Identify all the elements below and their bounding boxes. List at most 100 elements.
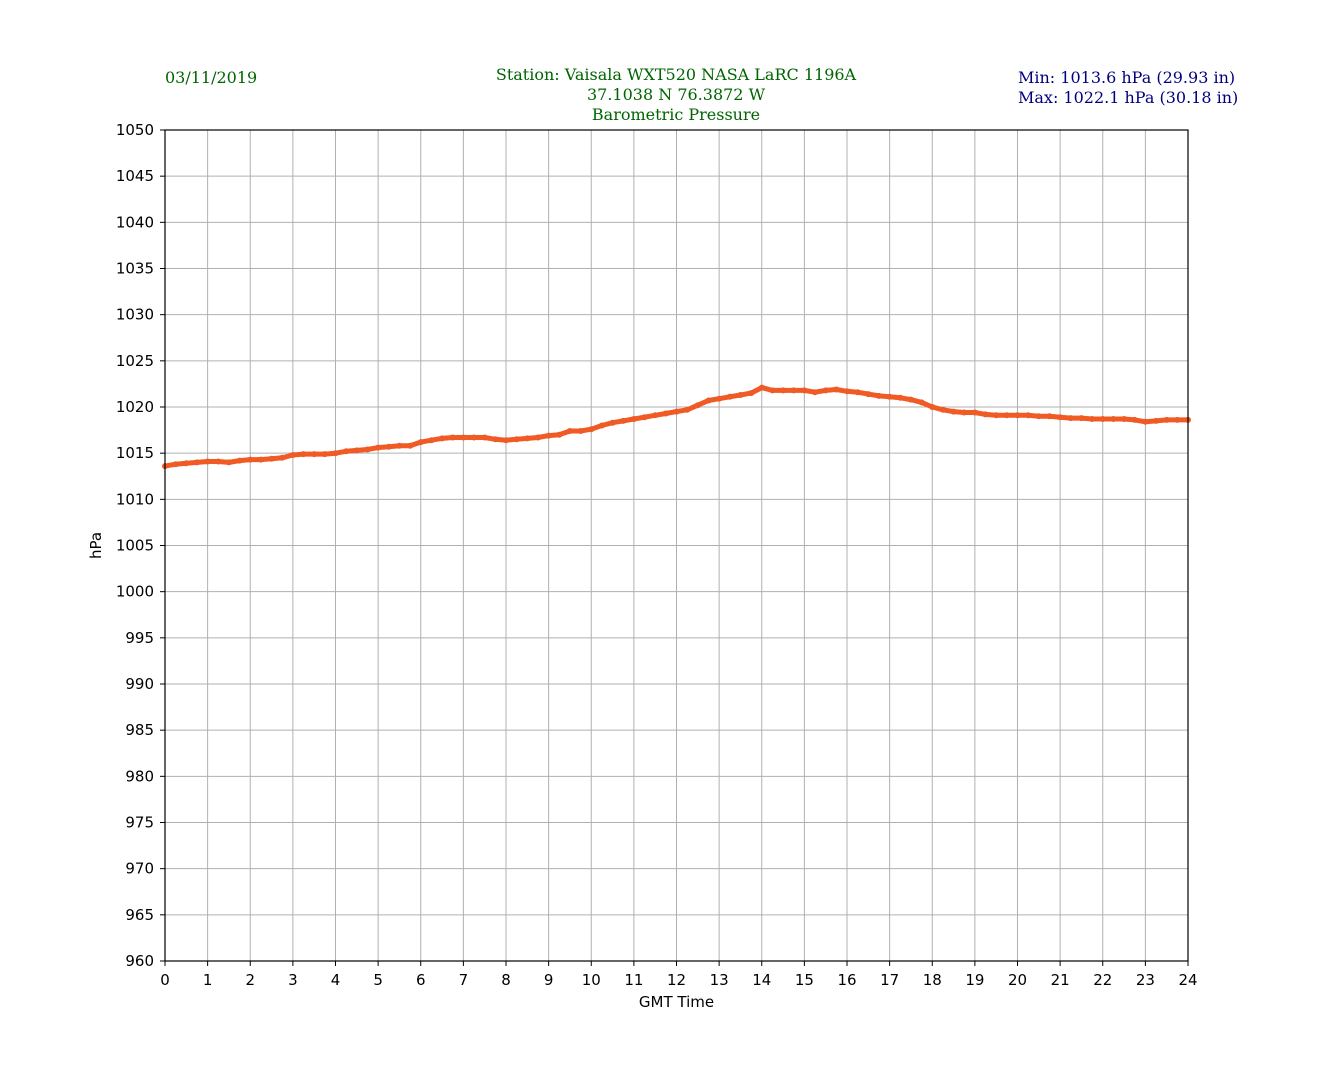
pressure-data-point [886, 393, 893, 400]
pressure-data-point [1153, 417, 1159, 424]
x-tick-label: 11 [624, 971, 643, 989]
date-label: 03/11/2019 [165, 68, 258, 87]
x-tick-label: 23 [1136, 971, 1155, 989]
station-line: Station: Vaisala WXT520 NASA LaRC 1196A [495, 65, 857, 84]
pressure-data-point [833, 386, 840, 393]
pressure-data-point [257, 456, 264, 463]
x-tick-label: 10 [582, 971, 601, 989]
pressure-data-point [225, 459, 232, 466]
pressure-data-point [854, 389, 861, 396]
y-tick-label: 990 [125, 675, 154, 693]
pressure-data-point [471, 434, 477, 441]
pressure-data-point [897, 394, 904, 401]
max-line: Max: 1022.1 hPa (30.18 in) [1018, 88, 1239, 107]
pressure-data-point [609, 419, 616, 426]
chart-title-block: Station: Vaisala WXT520 NASA LaRC 1196A … [376, 65, 976, 125]
pressure-data-point [172, 461, 179, 468]
y-tick-label: 1005 [116, 537, 154, 555]
x-tick-label: 24 [1178, 971, 1197, 989]
y-tick-label: 1020 [116, 398, 154, 416]
pressure-data-point [268, 455, 275, 462]
min-max-block: Min: 1013.6 hPa (29.93 in) Max: 1022.1 h… [1018, 68, 1238, 108]
pressure-data-point [918, 399, 925, 406]
x-tick-label: 8 [501, 971, 511, 989]
x-axis-ticks: 0 1 2 3 4 5 6 7 8 9 10 11 12 13 14 15 16 17 18 19 20 21 22 23 24 [160, 961, 1198, 989]
pressure-data-point [705, 397, 712, 404]
x-tick-label: 1 [203, 971, 213, 989]
x-tick-label: 5 [373, 971, 383, 989]
pressure-data-point [694, 402, 701, 409]
x-tick-label: 9 [544, 971, 554, 989]
y-tick-label: 960 [125, 952, 154, 970]
pressure-data-point [577, 428, 584, 434]
grid-lines [164, 129, 1189, 962]
x-tick-label: 0 [160, 971, 170, 989]
x-tick-label: 17 [880, 971, 899, 989]
pressure-data-point [247, 456, 254, 463]
pressure-data-point [417, 439, 424, 446]
series-layer [162, 384, 1191, 470]
x-tick-label: 4 [331, 971, 341, 989]
x-tick-label: 16 [837, 971, 856, 989]
pressure-data-point [460, 434, 467, 441]
x-axis-label: GMT Time [639, 993, 714, 1011]
x-tick-label: 20 [1008, 971, 1027, 989]
pressure-data-point [876, 392, 882, 399]
x-tick-label: 19 [965, 971, 984, 989]
pressure-data-point [194, 459, 200, 466]
y-tick-label: 970 [125, 860, 154, 878]
pressure-data-point [396, 442, 403, 449]
pressure-data-point [971, 409, 978, 416]
pressure-data-point [343, 448, 350, 455]
pressure-data-point [545, 432, 552, 439]
pressure-data-point [993, 412, 1000, 419]
pressure-data-point [812, 389, 818, 396]
pressure-data-point [481, 434, 488, 441]
chart-title: Barometric Pressure [591, 105, 761, 124]
pressure-data-point [1078, 415, 1085, 422]
x-tick-label: 18 [923, 971, 942, 989]
pressure-data-point [1025, 412, 1032, 419]
y-tick-label: 1045 [116, 167, 154, 185]
y-tick-label: 1050 [116, 121, 154, 139]
pressure-data-point [620, 417, 627, 424]
x-tick-label: 13 [710, 971, 729, 989]
pressure-data-point [503, 437, 509, 444]
pressure-data-point [662, 410, 669, 417]
pressure-data-point [737, 392, 744, 398]
pressure-data-point [311, 451, 318, 458]
pressure-data-point [801, 387, 808, 394]
pressure-data-point [332, 450, 339, 457]
pressure-data-point [1057, 414, 1064, 421]
pressure-data-point [492, 436, 499, 443]
pressure-data-point [684, 406, 691, 413]
pressure-data-point [1142, 418, 1149, 425]
pressure-data-point [907, 396, 914, 403]
pressure-data-point [556, 431, 563, 438]
pressure-data-point [588, 426, 595, 433]
pressure-data-point [822, 387, 829, 394]
x-tick-label: 2 [245, 971, 255, 989]
pressure-data-point [1089, 416, 1096, 422]
pressure-data-point [1110, 416, 1117, 422]
pressure-data-point [1163, 416, 1170, 423]
x-tick-label: 14 [752, 971, 771, 989]
min-line: Min: 1013.6 hPa (29.93 in) [1018, 68, 1236, 87]
pressure-data-point [566, 428, 573, 434]
x-tick-label: 21 [1051, 971, 1070, 989]
pressure-data-point [598, 422, 605, 429]
pressure-data-point [439, 435, 446, 442]
pressure-data-point [748, 390, 755, 397]
x-tick-label: 15 [795, 971, 814, 989]
pressure-data-point [769, 387, 776, 394]
y-tick-label: 975 [125, 814, 154, 832]
x-tick-label: 22 [1093, 971, 1112, 989]
pressure-data-point [364, 446, 371, 453]
x-tick-label: 12 [667, 971, 686, 989]
pressure-data-point [385, 443, 392, 450]
pressure-data-point [865, 391, 872, 398]
pressure-data-point [844, 388, 850, 395]
pressure-data-point [790, 387, 797, 394]
pressure-data-point [1131, 416, 1138, 423]
